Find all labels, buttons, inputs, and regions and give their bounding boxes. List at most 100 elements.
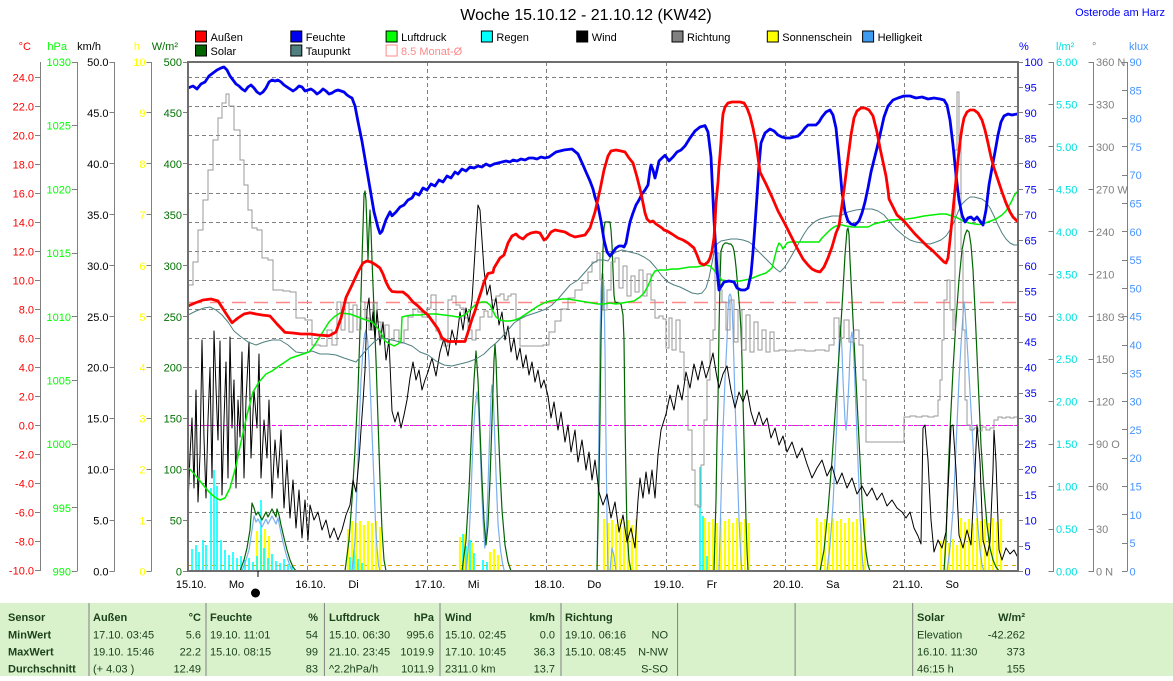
svg-text:210: 210 <box>1096 269 1114 281</box>
svg-text:0.0: 0.0 <box>93 567 108 579</box>
svg-text:300: 300 <box>1096 142 1114 154</box>
svg-text:MaxWert: MaxWert <box>8 647 54 659</box>
svg-text:17.10.: 17.10. <box>415 579 446 591</box>
svg-text:30: 30 <box>1096 524 1108 536</box>
svg-text:35: 35 <box>1130 368 1142 380</box>
svg-text:0: 0 <box>139 567 145 579</box>
svg-text:80: 80 <box>1130 114 1142 126</box>
svg-text:20: 20 <box>1025 465 1037 477</box>
svg-text:20.0: 20.0 <box>13 131 34 143</box>
svg-text:1030: 1030 <box>47 57 71 69</box>
svg-text:1015: 1015 <box>47 248 71 260</box>
svg-text:6.00: 6.00 <box>1056 57 1077 69</box>
svg-text:150: 150 <box>1096 354 1114 366</box>
svg-text:45.0: 45.0 <box>87 108 108 120</box>
svg-text:50.0: 50.0 <box>87 57 108 69</box>
svg-text:°C: °C <box>189 612 201 624</box>
svg-text:2: 2 <box>139 465 145 477</box>
svg-text:Feuchte: Feuchte <box>306 32 346 44</box>
svg-text:1025: 1025 <box>47 121 71 133</box>
svg-text:24.0: 24.0 <box>13 73 34 85</box>
svg-text:0: 0 <box>1025 567 1031 579</box>
svg-text:4.0: 4.0 <box>19 363 34 375</box>
svg-text:50: 50 <box>1130 283 1142 295</box>
svg-text:10.0: 10.0 <box>87 465 108 477</box>
svg-text:0: 0 <box>1130 566 1136 578</box>
svg-text:1010: 1010 <box>47 312 71 324</box>
svg-text:0.00: 0.00 <box>1056 567 1077 579</box>
svg-text:0: 0 <box>176 567 182 579</box>
svg-text:60: 60 <box>1130 227 1142 239</box>
svg-text:Wind: Wind <box>445 612 472 624</box>
svg-text:240: 240 <box>1096 227 1114 239</box>
svg-text:7: 7 <box>139 210 145 222</box>
svg-text:2.00: 2.00 <box>1056 397 1077 409</box>
svg-text:400: 400 <box>164 159 182 171</box>
svg-text:18.0: 18.0 <box>13 160 34 172</box>
svg-text:19.10. 15:46: 19.10. 15:46 <box>93 647 154 659</box>
svg-text:-2.0: -2.0 <box>15 450 34 462</box>
svg-text:15: 15 <box>1130 482 1142 494</box>
svg-text:Do: Do <box>587 579 601 591</box>
svg-text:54: 54 <box>306 630 318 642</box>
svg-text:%: % <box>1019 41 1029 53</box>
svg-text:5.00: 5.00 <box>1056 142 1077 154</box>
svg-text:12.0: 12.0 <box>13 247 34 259</box>
svg-text:klux: klux <box>1129 41 1149 53</box>
svg-text:(+ 4.03 ): (+ 4.03 ) <box>93 664 134 676</box>
svg-text:Mo: Mo <box>229 579 244 591</box>
svg-text:-10.0: -10.0 <box>9 566 34 578</box>
svg-text:6.0: 6.0 <box>19 334 34 346</box>
svg-text:75: 75 <box>1130 142 1142 154</box>
svg-text:NO: NO <box>652 630 669 642</box>
svg-text:5: 5 <box>1025 541 1031 553</box>
svg-text:Regen: Regen <box>496 32 528 44</box>
svg-text:5: 5 <box>139 312 145 324</box>
svg-text:16.0: 16.0 <box>13 189 34 201</box>
svg-text:17.10. 03:45: 17.10. 03:45 <box>93 630 154 642</box>
svg-text:21.10. 23:45: 21.10. 23:45 <box>329 647 390 659</box>
svg-text:3.00: 3.00 <box>1056 312 1077 324</box>
svg-text:15: 15 <box>1025 490 1037 502</box>
svg-text:S-SO: S-SO <box>641 664 668 676</box>
svg-text:10: 10 <box>133 57 145 69</box>
svg-text:25.0: 25.0 <box>87 312 108 324</box>
svg-text:5.0: 5.0 <box>93 516 108 528</box>
svg-text:100: 100 <box>1025 57 1043 69</box>
svg-text:10: 10 <box>1025 516 1037 528</box>
svg-text:330: 330 <box>1096 99 1114 111</box>
svg-text:2311.0 km: 2311.0 km <box>445 664 496 676</box>
svg-text:40: 40 <box>1025 363 1037 375</box>
svg-text:1.50: 1.50 <box>1056 439 1077 451</box>
svg-text:20.0: 20.0 <box>87 363 108 375</box>
svg-text:8: 8 <box>139 159 145 171</box>
svg-text:km/h: km/h <box>529 612 555 624</box>
svg-text:Sensor: Sensor <box>8 612 46 624</box>
svg-text:Luftdruck: Luftdruck <box>329 612 381 624</box>
svg-text:1020: 1020 <box>47 184 71 196</box>
svg-text:0.50: 0.50 <box>1056 524 1077 536</box>
svg-text:995: 995 <box>53 503 71 515</box>
svg-text:70: 70 <box>1130 170 1142 182</box>
svg-text:2.50: 2.50 <box>1056 354 1077 366</box>
svg-text:12.49: 12.49 <box>173 664 201 676</box>
svg-text:90: 90 <box>1025 108 1037 120</box>
svg-text:19.10. 11:01: 19.10. 11:01 <box>210 630 270 642</box>
svg-text:270 W: 270 W <box>1096 184 1128 196</box>
svg-text:6: 6 <box>139 261 145 273</box>
svg-text:N-NW: N-NW <box>638 647 669 659</box>
svg-text:-8.0: -8.0 <box>15 537 34 549</box>
svg-text:1011.9: 1011.9 <box>401 664 434 676</box>
svg-text:180 S: 180 S <box>1096 312 1125 324</box>
svg-text:70: 70 <box>1025 210 1037 222</box>
svg-text:l/m²: l/m² <box>1056 41 1075 53</box>
svg-text:%: % <box>308 612 318 624</box>
svg-text:120: 120 <box>1096 397 1114 409</box>
svg-text:Luftdruck: Luftdruck <box>401 32 447 44</box>
svg-text:Taupunkt: Taupunkt <box>306 46 351 58</box>
svg-text:Fr: Fr <box>707 579 718 591</box>
svg-text:21.10.: 21.10. <box>892 579 923 591</box>
svg-text:Wind: Wind <box>592 32 617 44</box>
svg-text:18.10.: 18.10. <box>534 579 565 591</box>
svg-text:995.6: 995.6 <box>406 630 434 642</box>
